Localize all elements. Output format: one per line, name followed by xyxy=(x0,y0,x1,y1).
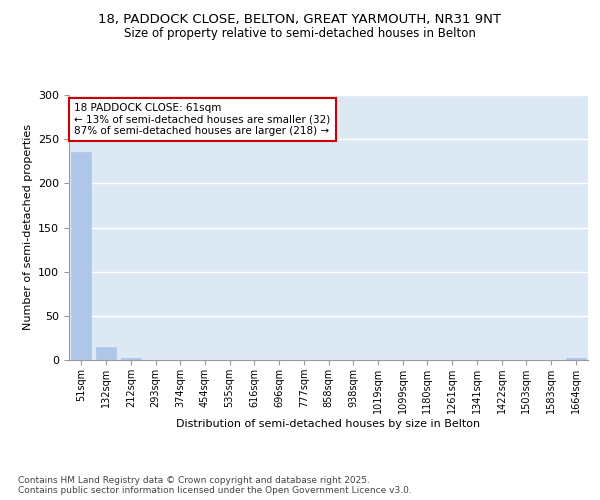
Bar xyxy=(566,358,586,360)
Text: 18, PADDOCK CLOSE, BELTON, GREAT YARMOUTH, NR31 9NT: 18, PADDOCK CLOSE, BELTON, GREAT YARMOUT… xyxy=(98,12,502,26)
Y-axis label: Number of semi-detached properties: Number of semi-detached properties xyxy=(23,124,32,330)
Bar xyxy=(71,152,91,360)
Text: Contains HM Land Registry data © Crown copyright and database right 2025.
Contai: Contains HM Land Registry data © Crown c… xyxy=(18,476,412,495)
Text: Size of property relative to semi-detached houses in Belton: Size of property relative to semi-detach… xyxy=(124,28,476,40)
Text: 18 PADDOCK CLOSE: 61sqm
← 13% of semi-detached houses are smaller (32)
87% of se: 18 PADDOCK CLOSE: 61sqm ← 13% of semi-de… xyxy=(74,103,331,136)
Bar xyxy=(96,347,116,360)
Bar xyxy=(121,358,140,360)
X-axis label: Distribution of semi-detached houses by size in Belton: Distribution of semi-detached houses by … xyxy=(176,418,481,428)
